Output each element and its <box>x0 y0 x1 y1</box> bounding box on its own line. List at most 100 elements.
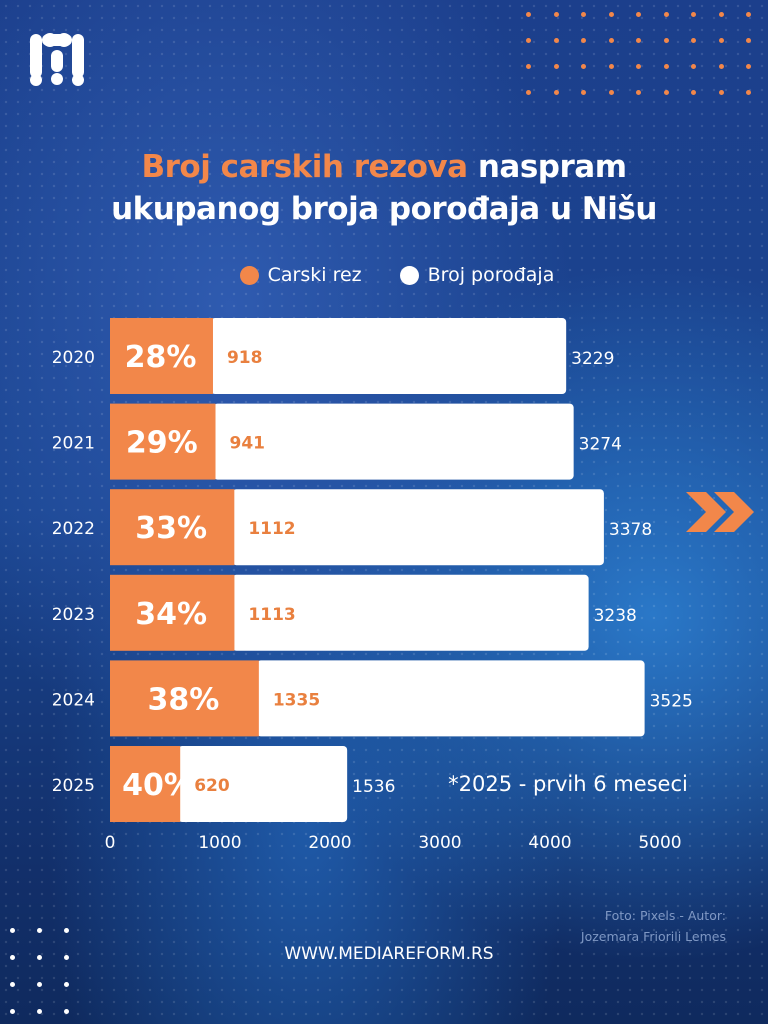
chevron-right-icon <box>686 492 754 532</box>
year-label: 2022 <box>52 519 95 539</box>
dot <box>718 90 724 95</box>
mediareform-logo <box>30 33 84 86</box>
percent-label: 40% <box>122 768 194 803</box>
year-label: 2024 <box>52 690 95 710</box>
dot <box>553 12 559 17</box>
bar-total <box>210 318 567 394</box>
legend-label: Carski rez <box>267 264 362 286</box>
dot <box>581 38 586 43</box>
year-label: 2025 <box>52 776 95 796</box>
cesarean-value-label: 941 <box>230 434 266 454</box>
dot <box>608 12 614 17</box>
x-tick-label: 3000 <box>418 833 461 853</box>
title-highlight: Broj carskih rezova <box>141 149 469 185</box>
dot <box>718 12 724 17</box>
dot <box>64 1009 69 1014</box>
dot <box>636 38 641 43</box>
title-rest: naspram <box>477 149 627 185</box>
dot <box>691 12 696 17</box>
dot <box>10 982 15 987</box>
dot <box>10 1009 15 1014</box>
year-label: 2020 <box>52 348 95 368</box>
dot <box>553 90 559 95</box>
total-value-label: 3238 <box>594 606 637 626</box>
photo-credit: Foto: Pixels - Autor: Jozemara Friorili … <box>581 905 726 947</box>
percent-label: 38% <box>148 682 220 717</box>
dot <box>526 90 531 95</box>
bar-cesarean <box>110 403 216 480</box>
chart-title: Broj carskih rezova naspram ukupanog bro… <box>0 146 768 230</box>
dot <box>37 928 42 933</box>
cesarean-value-label: 620 <box>194 776 230 796</box>
bar-chart: 2020 28% 918 3229 2021 29% 941 3274 2022 33% 1112 3… <box>52 318 693 853</box>
dot <box>636 64 641 69</box>
x-tick-label: 0 <box>105 833 116 853</box>
percent-label: 34% <box>135 597 207 632</box>
dot <box>64 955 69 960</box>
percent-label: 28% <box>125 340 197 375</box>
x-tick-label: 5000 <box>638 833 681 853</box>
dot <box>526 12 531 17</box>
bar-cesarean <box>110 746 181 822</box>
dot <box>64 982 69 987</box>
year-label: 2021 <box>52 434 95 454</box>
x-tick-label: 2000 <box>308 833 351 853</box>
bar-total <box>256 660 645 737</box>
bar-total <box>213 403 574 480</box>
total-value-label: 3378 <box>609 520 652 540</box>
dot <box>37 955 42 960</box>
credit-line: Jozemara Friorili Lemes <box>580 929 726 944</box>
cesarean-value-label: 1113 <box>248 605 295 625</box>
annotation: *2025 - prvih 6 meseci <box>448 772 688 796</box>
dot <box>718 64 724 69</box>
bar-cesarean <box>110 660 259 737</box>
credit-line: Foto: Pixels - Autor: <box>604 908 726 923</box>
dot <box>746 64 751 69</box>
dot <box>10 928 15 933</box>
dot <box>663 38 669 43</box>
dot <box>581 90 586 95</box>
dot <box>636 90 641 95</box>
cesarean-value-label: 918 <box>227 348 262 368</box>
dot <box>581 64 586 69</box>
bar-cesarean <box>110 318 213 394</box>
title-line2: ukupanog broja porođaja u Nišu <box>111 191 657 227</box>
bar-cesarean <box>110 574 235 651</box>
dot <box>691 64 696 69</box>
x-tick-label: 1000 <box>198 833 241 853</box>
dot <box>718 38 724 43</box>
bar-total <box>232 489 604 566</box>
cesarean-value-label: 1335 <box>273 690 320 710</box>
dot <box>663 90 669 95</box>
dot <box>691 90 696 95</box>
total-value-label: 3525 <box>650 691 693 711</box>
total-value-label: 1536 <box>352 777 395 797</box>
total-value-label: 3229 <box>571 349 614 369</box>
dot <box>581 12 586 17</box>
dot <box>37 1009 42 1014</box>
dot <box>746 12 751 17</box>
percent-label: 33% <box>135 511 207 546</box>
dot <box>10 955 15 960</box>
dot <box>553 64 559 69</box>
dot <box>608 90 614 95</box>
x-tick-label: 4000 <box>528 833 571 853</box>
dot <box>526 38 531 43</box>
legend-swatch-orange <box>239 265 259 285</box>
dot <box>746 38 751 43</box>
dot <box>526 64 531 69</box>
dot <box>608 38 614 43</box>
bar-total <box>232 574 589 651</box>
percent-label: 29% <box>126 426 198 461</box>
dot <box>37 982 42 987</box>
dot <box>746 90 751 95</box>
total-value-label: 3274 <box>579 435 622 455</box>
year-label: 2023 <box>52 605 95 625</box>
website-link[interactable]: WWW.MEDIAREFORM.RS <box>284 944 494 964</box>
dot <box>636 12 641 17</box>
legend-swatch-white <box>399 265 419 285</box>
dot <box>691 38 696 43</box>
cesarean-value-label: 1112 <box>248 519 295 539</box>
dot <box>663 12 669 17</box>
